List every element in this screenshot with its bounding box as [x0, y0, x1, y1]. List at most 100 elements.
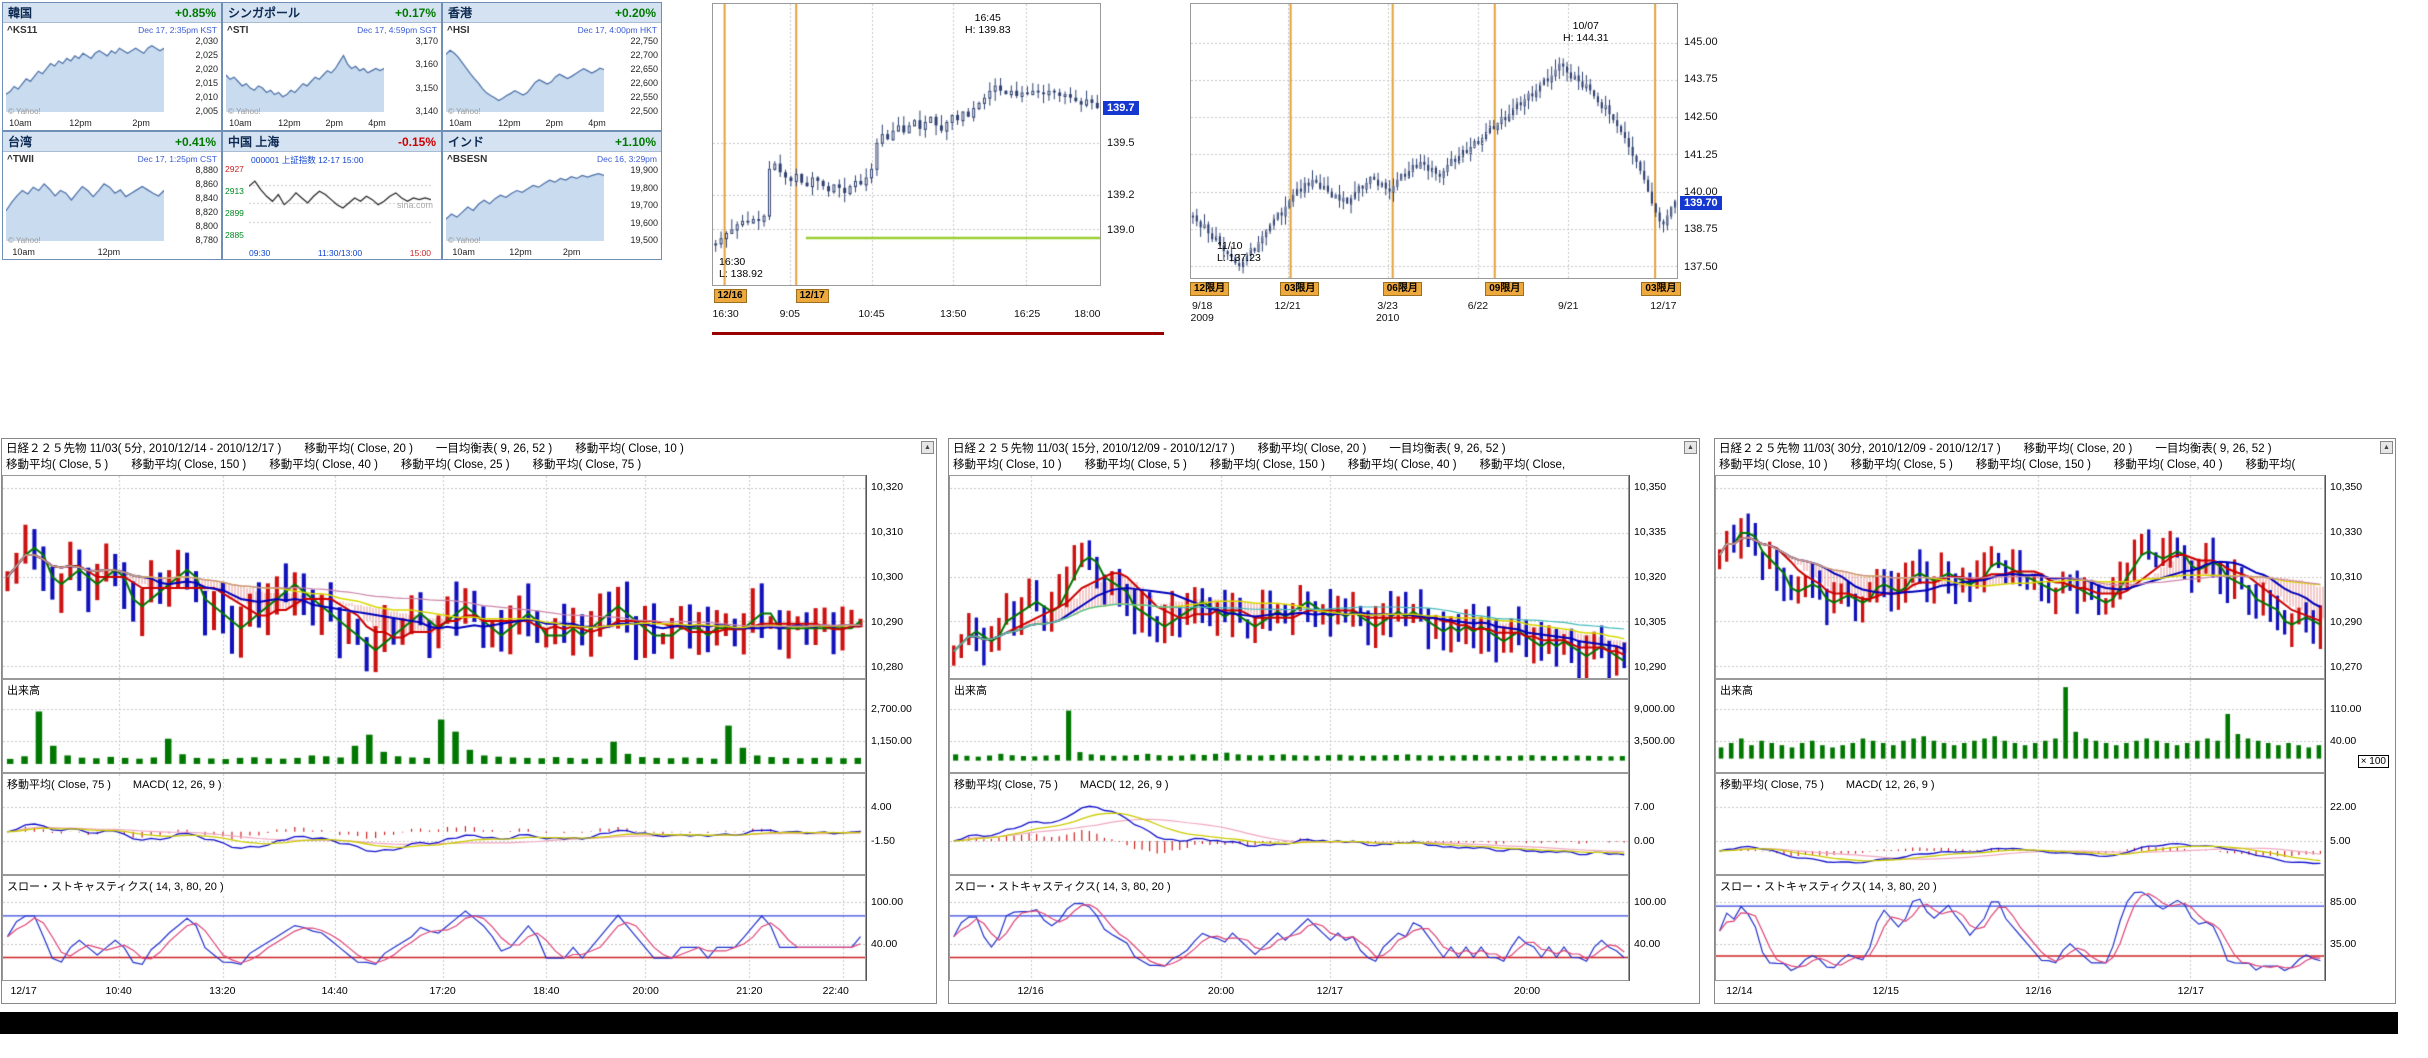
yahoo-copyright: © Yahoo!	[228, 107, 261, 116]
fx-daily-xaxis: 9/18 2009 12/21 3/23 2010 6/22 9/21 12/17	[1190, 300, 1677, 324]
market-card-header: 韓国 +0.85%	[3, 3, 221, 23]
world-markets-grid: 韓国 +0.85% ^KS11 Dec 17, 2:35pm KST 2,030…	[2, 2, 662, 260]
price-yaxis: 10,350 10,335 10,320 10,305 10,290	[1629, 475, 1699, 679]
volume-chart-canvas[interactable]	[1716, 680, 2324, 772]
market-card-india[interactable]: インド +1.10% ^BSESN Dec 16, 3:29pm 19,900 1…	[442, 131, 662, 260]
market-name: シンガポール	[228, 6, 301, 20]
time-xaxis: 12/16 20:00 12/17 20:00	[1017, 985, 1541, 997]
chart-title: 日経２２５先物 11/03( 5分, 2010/12/14 - 2010/12/…	[6, 443, 684, 471]
macd-yaxis: 7.00 0.00	[1629, 773, 1699, 875]
singapore-chart-canvas	[226, 38, 384, 112]
scroll-up-button[interactable]: ▲	[1684, 441, 1697, 454]
shanghai-index-title: 000001 上証指数 12-17 15:00	[251, 155, 364, 165]
contract-month-row: 12限月 03限月 06限月 09限月 03限月	[1190, 282, 1681, 297]
mini-xaxis: 10am 12pm 2pm 4pm	[229, 118, 386, 128]
volume-yaxis: 110.00 40.00	[2325, 679, 2395, 773]
nikkei-panel-5min: ▲ 日経２２５先物 11/03( 5分, 2010/12/14 - 2010/1…	[1, 438, 937, 1004]
volume-label: 出来高	[1720, 682, 1753, 698]
mini-xaxis: 10am 12pm	[12, 247, 121, 257]
price-pane: 10,320 10,310 10,300 10,290 10,280	[2, 475, 936, 679]
price-chart-canvas[interactable]	[950, 476, 1628, 678]
market-timestamp: Dec 17, 1:25pm CST	[137, 154, 217, 164]
current-price-badge: 139.7	[1103, 101, 1139, 115]
price-yaxis: 10,350 10,330 10,310 10,290 10,270	[2325, 475, 2395, 679]
market-mini-chart: ^KS11 Dec 17, 2:35pm KST 2,030 2,025 2,020…	[3, 23, 221, 130]
price-chart-canvas[interactable]	[3, 476, 865, 678]
market-card-hongkong[interactable]: 香港 +0.20% ^HSI Dec 17, 4:00pm HKT 22,750…	[442, 2, 662, 131]
price-pane: 10,350 10,330 10,310 10,290 10,270	[1715, 475, 2395, 679]
mini-yaxis: 2,030 2,025 2,020 2,015 2,010 2,005	[195, 36, 218, 116]
stochastics-yaxis: 85.00 35.00	[2325, 875, 2395, 981]
price-pane: 10,350 10,335 10,320 10,305 10,290	[949, 475, 1699, 679]
price-chart-canvas[interactable]	[1716, 476, 2324, 678]
yahoo-copyright: © Yahoo!	[8, 236, 41, 245]
high-annotation: 10/07 H: 144.31	[1563, 20, 1609, 44]
stochastics-pane: スロー・ストキャスティクス( 14, 3, 80, 20 ) 85.00 35.0…	[1715, 875, 2395, 981]
chart-title: 日経２２５先物 11/03( 30分, 2010/12/09 - 2010/12…	[1719, 443, 2296, 471]
korea-chart-canvas	[6, 38, 164, 112]
time-xaxis: 12/14 12/15 12/16 12/17	[1726, 985, 2204, 997]
mini-yaxis: 22,750 22,700 22,650 22,600 22,550 22,500	[630, 36, 658, 116]
market-name: 台湾	[8, 135, 33, 149]
market-change: -0.15%	[397, 134, 436, 149]
fx-intraday-canvas[interactable]	[713, 4, 1100, 285]
market-card-shanghai[interactable]: 中国 上海 -0.15% 000001 上証指数 12-17 15:00 292…	[222, 131, 442, 260]
market-symbol: ^STI	[227, 25, 249, 36]
market-card-header: インド +1.10%	[443, 132, 661, 152]
volume-chart-canvas[interactable]	[950, 680, 1628, 772]
mini-xaxis: 10am 12pm 2pm	[452, 247, 581, 257]
session-label-row: 12/16 12/17	[712, 289, 1101, 304]
mini-yaxis: 8,880 8,860 8,840 8,820 8,800 8,780	[195, 165, 218, 245]
market-change: +1.10%	[614, 134, 656, 149]
fx-daily-yaxis: 145.00 143.75 142.50 141.25 140.00 138.75 137.…	[1684, 35, 1718, 274]
volume-yaxis: 9,000.00 3,500.00	[1629, 679, 1699, 773]
market-card-korea[interactable]: 韓国 +0.85% ^KS11 Dec 17, 2:35pm KST 2,030…	[2, 2, 222, 131]
shanghai-chart-canvas	[249, 166, 431, 240]
taiwan-chart-canvas	[6, 167, 164, 241]
mini-yaxis: 3,170 3,160 3,150 3,140	[415, 36, 438, 116]
chart-title: 日経２２５先物 11/03( 15分, 2010/12/09 - 2010/12…	[953, 443, 1566, 471]
scroll-up-button[interactable]: ▲	[921, 441, 934, 454]
volume-chart-canvas[interactable]	[3, 680, 865, 772]
mini-xaxis: 10am 12pm 2pm	[9, 118, 150, 128]
stochastics-pane: スロー・ストキャスティクス( 14, 3, 80, 20 ) 100.00 40.…	[949, 875, 1699, 981]
market-mini-chart: ^BSESN Dec 16, 3:29pm 19,900 19,800 19,700…	[443, 152, 661, 259]
fx-intraday-chart-window: 16:45 H: 139.83 16:30 L: 138.92 139.5 139…	[712, 3, 1164, 336]
macd-pane: 移動平均( Close, 75 ) MACD( 12, 26, 9 ) 4.00…	[2, 773, 936, 875]
stochastics-label: スロー・ストキャスティクス( 14, 3, 80, 20 )	[7, 878, 224, 894]
sina-watermark: sina.com	[396, 200, 433, 210]
market-timestamp: Dec 16, 3:29pm	[596, 154, 657, 164]
macd-yaxis: 22.00 5.00	[2325, 773, 2395, 875]
india-chart-canvas	[446, 167, 604, 241]
volume-pane: 出来高 2,700.00 1,150.00	[2, 679, 936, 773]
mini-xaxis: 09:30 11:30/13:00 15:00	[249, 248, 431, 258]
window-bottom-line	[712, 332, 1164, 335]
market-change: +0.20%	[614, 5, 656, 20]
market-timestamp: Dec 17, 2:35pm KST	[138, 25, 217, 35]
market-name: 香港	[448, 6, 473, 20]
volume-label: 出来高	[7, 682, 40, 698]
time-xaxis: 12/17 10:40 13:20 14:40 17:20 18:40 20:00 21:20…	[10, 985, 849, 997]
market-card-header: 中国 上海 -0.15%	[223, 132, 441, 152]
market-symbol: ^KS11	[7, 25, 38, 36]
volume-yaxis: 2,700.00 1,150.00	[866, 679, 936, 773]
market-symbol: ^HSI	[447, 25, 470, 36]
market-mini-chart: ^STI Dec 17, 4:59pm SGT 3,170 3,160 3,150 3…	[223, 23, 441, 130]
fx-daily-chart-window: 10/07 H: 144.31 11/10 L: 137.23 145.00 14…	[1190, 3, 1752, 336]
fx-daily-canvas[interactable]	[1191, 4, 1677, 278]
market-mini-chart: 000001 上証指数 12-17 15:00 2927 2913 2899 2885…	[223, 152, 441, 259]
market-card-header: 香港 +0.20%	[443, 3, 661, 23]
bottom-black-bar	[0, 1012, 2398, 1034]
fx-intraday-xaxis: 16:30 9:05 10:45 13:50 16:25 18:00	[712, 308, 1101, 320]
market-change: +0.41%	[174, 134, 216, 149]
scroll-up-button[interactable]: ▲	[2380, 441, 2393, 454]
market-card-singapore[interactable]: シンガポール +0.17% ^STI Dec 17, 4:59pm SGT 3,…	[222, 2, 442, 131]
market-change: +0.85%	[174, 5, 216, 20]
stochastics-yaxis: 100.00 40.00	[1629, 875, 1699, 981]
stochastics-label: スロー・ストキャスティクス( 14, 3, 80, 20 )	[954, 878, 1171, 894]
market-card-taiwan[interactable]: 台湾 +0.41% ^TWII Dec 17, 1:25pm CST 8,880…	[2, 131, 222, 260]
market-card-header: シンガポール +0.17%	[223, 3, 441, 23]
market-symbol: ^BSESN	[447, 154, 488, 165]
nikkei-panel-15min: ▲ 日経２２５先物 11/03( 15分, 2010/12/09 - 2010/…	[948, 438, 1700, 1004]
hongkong-chart-canvas	[446, 38, 604, 112]
